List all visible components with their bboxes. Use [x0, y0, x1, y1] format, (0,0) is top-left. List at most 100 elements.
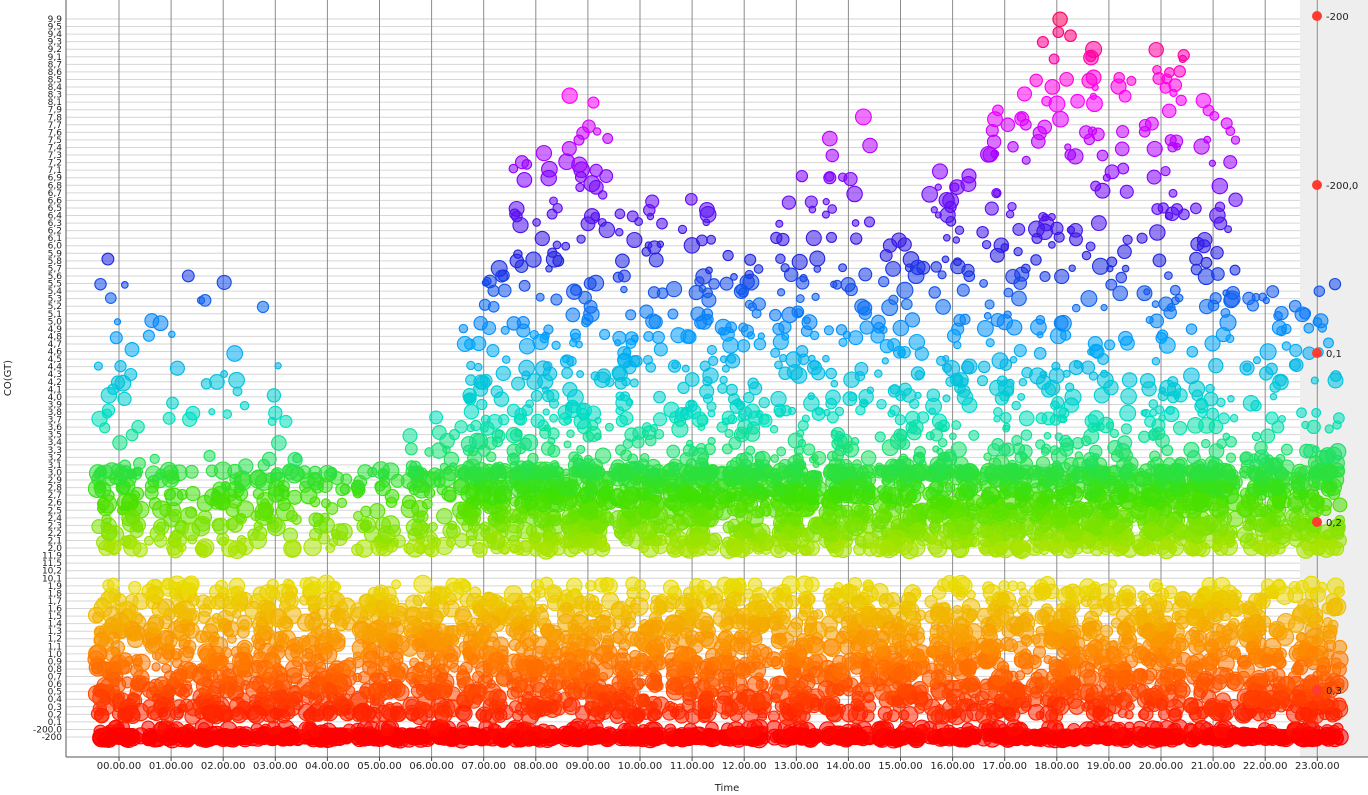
data-point [93, 361, 103, 371]
data-point [645, 194, 660, 209]
data-point [585, 426, 602, 442]
data-point [744, 299, 754, 309]
data-point [748, 661, 767, 680]
data-point [122, 705, 140, 722]
data-point [401, 494, 417, 510]
data-point [529, 731, 542, 745]
data-point [391, 579, 402, 590]
data-point [543, 324, 554, 335]
data-point [144, 313, 160, 329]
data-point [490, 385, 504, 398]
data-point [726, 591, 742, 607]
data-point [593, 577, 609, 593]
data-point [668, 615, 687, 634]
data-point [742, 391, 755, 404]
data-point [769, 308, 782, 322]
data-point [813, 265, 822, 273]
data-point [656, 217, 668, 230]
data-point [901, 388, 917, 403]
data-point [722, 249, 734, 262]
data-point [706, 344, 717, 355]
data-point [426, 534, 436, 544]
data-point [733, 283, 749, 299]
data-point [726, 354, 737, 364]
data-point [559, 354, 574, 369]
data-point [825, 231, 838, 243]
data-point [405, 707, 420, 722]
data-point [369, 503, 386, 520]
data-point [463, 392, 474, 403]
data-point [746, 649, 759, 662]
data-point [717, 631, 732, 647]
data-point [791, 253, 808, 270]
data-point [94, 277, 107, 291]
data-point [717, 383, 728, 394]
data-point [220, 370, 229, 378]
data-point [132, 542, 148, 558]
data-point [618, 625, 631, 637]
data-point [821, 727, 839, 745]
data-point [520, 540, 534, 553]
data-point [719, 375, 728, 385]
data-point [774, 360, 783, 370]
data-point [900, 298, 913, 311]
data-point [285, 693, 297, 706]
data-point [602, 634, 612, 645]
data-point [645, 641, 660, 656]
data-point [532, 333, 549, 351]
data-point [552, 240, 562, 250]
data-point [828, 541, 844, 558]
data-point [270, 644, 286, 660]
data-point [702, 376, 713, 387]
data-point [639, 452, 650, 463]
data-point [783, 664, 796, 677]
data-point [830, 379, 839, 388]
data-point [302, 647, 314, 660]
data-point [809, 250, 826, 267]
data-point [850, 232, 863, 245]
data-point [904, 312, 921, 328]
data-point [736, 339, 751, 353]
data-point [838, 600, 854, 616]
data-point [226, 345, 244, 362]
data-point [846, 618, 858, 630]
data-point [557, 729, 575, 748]
data-point [238, 642, 251, 654]
data-point [518, 359, 535, 377]
data-point [850, 594, 865, 609]
data-point [164, 670, 176, 682]
data-point [201, 704, 217, 721]
data-point [807, 637, 826, 656]
data-point [423, 590, 441, 608]
data-point [597, 190, 608, 200]
data-point [268, 405, 283, 421]
data-point [253, 521, 264, 531]
data-point [382, 622, 399, 639]
data-point [598, 221, 616, 239]
data-point [412, 661, 432, 681]
data-point [889, 432, 907, 450]
data-point [497, 283, 512, 298]
data-point [808, 354, 816, 363]
data-point [195, 677, 213, 695]
data-point [125, 428, 139, 442]
data-point [562, 382, 578, 398]
data-point [251, 729, 265, 744]
data-point [878, 592, 895, 609]
data-point [455, 727, 473, 745]
data-point [744, 269, 754, 280]
data-point [511, 376, 526, 391]
data-point [565, 478, 580, 494]
data-point [801, 314, 818, 331]
data-point [542, 408, 550, 416]
data-point [146, 616, 164, 634]
data-point [483, 728, 502, 747]
data-point [561, 87, 578, 104]
data-point [532, 218, 541, 227]
data-point [653, 390, 666, 404]
data-point [122, 492, 139, 509]
data-point [753, 264, 764, 274]
data-point [530, 413, 545, 429]
data-point [621, 377, 631, 387]
data-point [285, 510, 299, 523]
